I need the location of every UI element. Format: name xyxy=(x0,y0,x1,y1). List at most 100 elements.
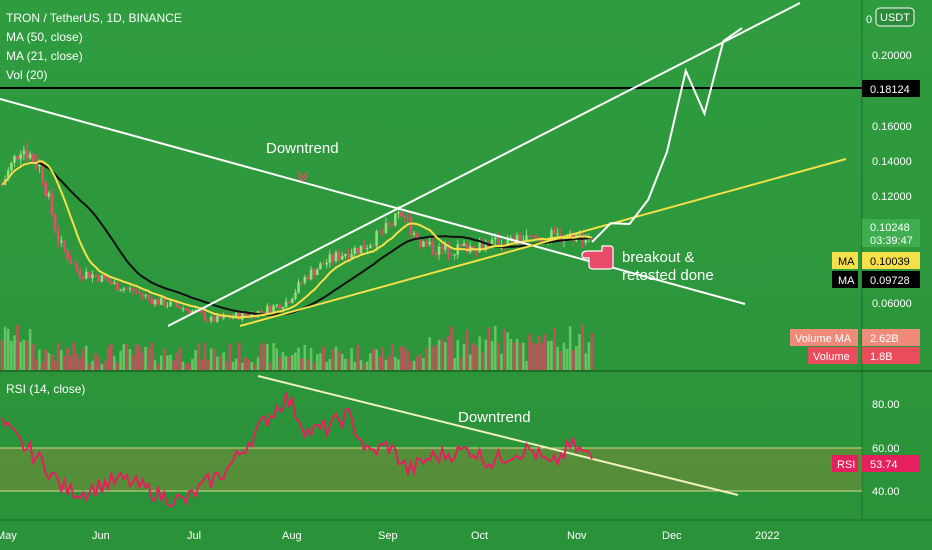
bar-countdown: 03:39:47 xyxy=(870,235,913,247)
breakout-annotation-line1[interactable]: breakout & xyxy=(622,249,695,266)
candle-body xyxy=(434,252,438,255)
volume-bar xyxy=(497,341,500,370)
volume-bar xyxy=(375,349,378,370)
volume-bar xyxy=(41,362,44,370)
currency-button[interactable] xyxy=(875,7,915,27)
uptrend-channel-line[interactable] xyxy=(167,2,801,327)
volume-bar xyxy=(340,354,344,370)
price-tick: 0.16000 xyxy=(872,121,912,133)
candle-body xyxy=(122,288,126,291)
volume-bar xyxy=(125,344,129,370)
volume-bar xyxy=(322,346,325,370)
candle-body xyxy=(281,307,285,309)
volume-bar xyxy=(13,335,16,370)
volume-bar xyxy=(568,326,572,370)
volume-bar xyxy=(522,342,525,370)
candle-body xyxy=(172,301,175,303)
volume-bar xyxy=(553,327,556,370)
volume-bar xyxy=(150,342,154,370)
volume-bar xyxy=(453,358,456,370)
volume-ma-tag-value: 2.62B xyxy=(870,333,899,345)
volume-bar xyxy=(237,342,241,370)
candle-body xyxy=(13,155,16,163)
ma21-tag-label: MA xyxy=(838,256,855,268)
volume-bar xyxy=(231,362,235,370)
candle-body xyxy=(297,282,300,293)
candle-body xyxy=(447,245,450,256)
volume-bar xyxy=(312,362,316,370)
time-tick-oct: Oct xyxy=(471,530,488,542)
volume-bar xyxy=(184,363,188,370)
ma50-tag-label: MA xyxy=(838,275,855,287)
volume-bar xyxy=(425,347,428,370)
volume-bar xyxy=(459,357,463,370)
support-trendline[interactable] xyxy=(239,158,847,327)
volume-bar xyxy=(528,333,531,370)
volume-bar xyxy=(69,356,72,370)
candle-body xyxy=(331,254,335,262)
candle-body xyxy=(266,306,269,314)
volume-bar xyxy=(447,335,450,370)
candle-body xyxy=(381,232,385,234)
indicator-ma21-label[interactable]: MA (21, close) xyxy=(6,49,83,63)
candle-body xyxy=(191,310,194,314)
candle-body xyxy=(147,295,151,299)
volume-bar xyxy=(19,341,23,370)
candle-body xyxy=(443,245,447,250)
volume-bar xyxy=(88,363,91,370)
volume-bar xyxy=(209,348,213,370)
volume-bar xyxy=(543,334,547,370)
volume-bar xyxy=(28,328,32,370)
rsi-tick: 80.00 xyxy=(872,399,900,411)
volume-bar xyxy=(272,343,275,370)
rsi-downtrend-annotation[interactable]: Downtrend xyxy=(458,409,531,426)
candle-body xyxy=(200,310,204,314)
candle-body xyxy=(337,252,341,260)
candle-body xyxy=(75,264,79,271)
candle-body xyxy=(219,315,222,319)
candle-body xyxy=(284,301,288,308)
volume-bar xyxy=(147,348,151,370)
price-downtrend-annotation[interactable]: Downtrend xyxy=(266,140,339,157)
rsi-indicator-label[interactable]: RSI (14, close) xyxy=(6,382,85,396)
volume-bar xyxy=(178,347,182,370)
volume-bar xyxy=(403,347,406,370)
candle-body xyxy=(294,292,297,299)
candle-body xyxy=(141,293,144,296)
ma21-tag-label-box xyxy=(832,252,858,269)
candle-body xyxy=(365,247,369,250)
volume-bar xyxy=(206,360,210,370)
downtrend-line[interactable] xyxy=(0,98,746,305)
candle-body xyxy=(428,242,431,245)
candle-body xyxy=(303,276,307,283)
volume-bar xyxy=(325,362,328,370)
volume-bar xyxy=(412,360,416,370)
indicator-volume-label[interactable]: Vol (20) xyxy=(6,68,47,82)
candle-body xyxy=(462,243,466,246)
volume-bar xyxy=(31,343,35,370)
candle-body xyxy=(181,308,185,310)
breakout-annotation-line2[interactable]: retested done xyxy=(622,267,714,284)
volume-bar xyxy=(35,358,38,370)
candlesticks xyxy=(0,141,594,324)
candle-body xyxy=(216,315,219,322)
candle-body xyxy=(394,213,397,226)
volume-bar xyxy=(419,353,422,370)
candle-body xyxy=(131,288,135,292)
volume-bar xyxy=(431,346,435,370)
candle-body xyxy=(128,288,132,290)
candle-body xyxy=(166,305,169,307)
rsi-tag-label-box xyxy=(832,455,858,472)
volume-bar xyxy=(344,358,347,370)
volume-bar xyxy=(281,352,285,370)
rsi-downtrend-line[interactable] xyxy=(257,375,739,496)
hline-price-tag xyxy=(862,80,920,97)
symbol-title[interactable]: TRON / TetherUS, 1D, BINANCE xyxy=(6,11,182,25)
volume-bar xyxy=(397,359,400,370)
candle-body xyxy=(262,311,266,314)
volume-bar xyxy=(56,342,60,370)
candle-body xyxy=(344,253,347,256)
indicator-ma50-label[interactable]: MA (50, close) xyxy=(6,30,83,44)
candle-body xyxy=(397,212,400,214)
